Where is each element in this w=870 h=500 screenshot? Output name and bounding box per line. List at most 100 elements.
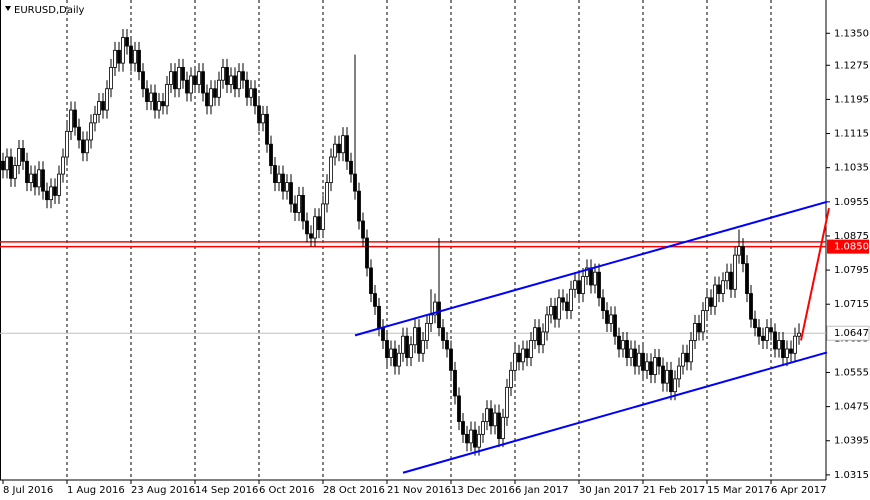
x-tick-label: 14 Sep 2016	[195, 485, 258, 496]
candle-body	[53, 186, 57, 196]
candle	[757, 319, 761, 345]
y-tick-label: 1.0395	[834, 436, 869, 447]
candle	[109, 58, 113, 98]
level-label-box	[827, 239, 869, 254]
candle	[761, 327, 765, 350]
level-label: 1.0850	[834, 242, 869, 253]
candle-body	[245, 79, 249, 98]
x-tick-label: 8 Jul 2016	[3, 485, 53, 496]
candle	[773, 323, 777, 358]
candle	[157, 93, 161, 119]
candle	[69, 101, 73, 140]
candle	[573, 272, 577, 298]
candle	[53, 178, 57, 204]
candle-body	[389, 348, 393, 358]
candle-body	[789, 348, 793, 354]
candle	[153, 84, 157, 119]
candle	[313, 208, 317, 247]
candle	[201, 63, 205, 102]
candle	[301, 186, 305, 230]
candle	[641, 344, 645, 379]
candle	[137, 41, 141, 81]
candle	[161, 93, 165, 115]
candle	[753, 310, 757, 337]
candle-body	[441, 327, 445, 341]
candle	[797, 323, 801, 345]
x-tick-label: 6 Apr 2017	[771, 485, 826, 496]
candle-body	[433, 301, 437, 316]
candle	[389, 340, 393, 367]
candle-body	[205, 92, 209, 107]
candle	[493, 404, 497, 435]
candle	[233, 67, 237, 98]
candle-body	[517, 352, 521, 363]
candle	[701, 302, 705, 341]
candle	[729, 263, 733, 298]
candle-body	[309, 233, 313, 239]
candle-body	[105, 88, 109, 111]
candle-body	[13, 165, 17, 179]
candle	[333, 135, 337, 166]
candle-body	[773, 331, 777, 350]
candle-body	[209, 88, 213, 107]
candle-body	[637, 352, 641, 367]
candle-body	[341, 135, 345, 154]
x-tick-label: 21 Nov 2016	[387, 485, 451, 496]
candle-body	[77, 126, 81, 141]
candle	[461, 413, 465, 443]
candle	[489, 400, 493, 435]
candle	[365, 229, 369, 277]
x-tick-label: 23 Aug 2016	[131, 485, 195, 496]
candle	[245, 71, 249, 106]
candle-body	[737, 246, 741, 256]
candle	[565, 293, 569, 320]
candle	[513, 344, 517, 379]
x-tick-label: 13 Dec 2016	[451, 485, 515, 496]
candle-body	[589, 267, 593, 286]
candle-body	[101, 101, 105, 111]
candle-body	[69, 109, 73, 132]
candle-body	[405, 335, 409, 358]
candle	[101, 93, 105, 119]
menu-triangle	[5, 6, 11, 11]
candle-body	[781, 340, 785, 358]
candle	[281, 165, 285, 200]
candle	[33, 165, 37, 196]
candle-body	[749, 293, 753, 320]
candle	[293, 195, 297, 222]
x-tick-label: 15 Mar 2017	[707, 485, 770, 496]
candle-body	[17, 148, 21, 166]
candle	[713, 276, 717, 315]
candle-body	[65, 131, 69, 158]
candle-body	[409, 344, 413, 358]
candle	[609, 306, 613, 332]
x-tick-label: 6 Jan 2017	[515, 485, 569, 496]
candle-body	[365, 237, 369, 269]
candle-body	[337, 143, 341, 154]
candle	[417, 319, 421, 362]
candle-body	[113, 49, 117, 68]
candle-body	[45, 190, 49, 201]
candle	[105, 80, 109, 119]
candle	[585, 259, 589, 286]
candle-body	[453, 369, 457, 397]
candle	[481, 413, 485, 443]
candle-body	[693, 323, 697, 341]
candle	[629, 340, 633, 367]
candle-body	[325, 182, 329, 205]
candle	[133, 41, 137, 72]
candle-body	[149, 92, 153, 102]
candle-body	[349, 160, 353, 175]
candle-body	[437, 301, 441, 329]
candle-body	[581, 276, 585, 294]
candle-body	[25, 160, 29, 184]
candle-body	[305, 220, 309, 235]
candle	[81, 131, 85, 162]
candle-body	[285, 182, 289, 192]
candle-body	[361, 220, 365, 239]
candle	[77, 118, 81, 149]
candle	[745, 255, 749, 303]
candle-body	[129, 45, 133, 64]
candle-body	[189, 75, 193, 94]
candle-body	[621, 340, 625, 350]
